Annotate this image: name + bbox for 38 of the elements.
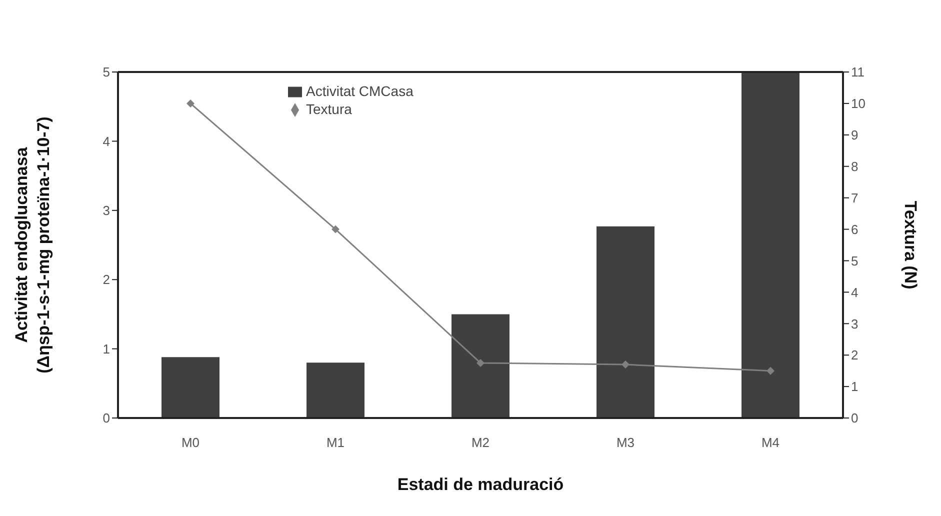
point xyxy=(186,99,194,108)
point xyxy=(622,360,630,369)
point xyxy=(766,366,774,375)
y2-tick-label: 7 xyxy=(851,190,858,206)
y-tick-label: 4 xyxy=(102,134,110,149)
point xyxy=(476,358,484,367)
x-tick-label: M4 xyxy=(761,435,780,450)
y2-tick-label: 3 xyxy=(851,316,858,332)
point xyxy=(332,225,340,234)
bar xyxy=(742,72,800,418)
y2-tick-label: 2 xyxy=(851,348,858,363)
x-tick-label: M2 xyxy=(471,435,490,450)
bar xyxy=(596,226,654,418)
legend-label: Activitat CMCasa xyxy=(306,83,414,99)
legend-label: Textura xyxy=(306,101,352,117)
y-tick-label: 3 xyxy=(102,203,110,218)
y2-tick-label: 10 xyxy=(851,96,866,112)
y-tick-label: 2 xyxy=(102,272,110,288)
bar xyxy=(162,357,220,418)
x-tick-label: M0 xyxy=(181,435,200,450)
y-tick-label: 5 xyxy=(102,64,110,80)
x-tick-label: M3 xyxy=(616,435,635,450)
y2-tick-label: 0 xyxy=(851,410,858,426)
bar xyxy=(452,314,510,418)
y2-axis-title: Textura (N) xyxy=(901,200,920,290)
y2-tick-label: 8 xyxy=(851,158,858,174)
bar xyxy=(306,362,364,418)
x-axis-title: Estadi de maduració xyxy=(397,475,564,494)
y2-tick-label: 11 xyxy=(851,64,864,80)
y2-tick-label: 9 xyxy=(851,128,858,143)
y-tick-label: 1 xyxy=(102,341,110,356)
y2-tick-label: 4 xyxy=(851,284,858,300)
y2-tick-label: 5 xyxy=(851,253,858,268)
y2-tick-label: 1 xyxy=(851,379,858,394)
y2-tick-label: 6 xyxy=(851,222,858,237)
x-tick-label: M1 xyxy=(326,435,345,450)
y-axis-title: Activitat endoglucanasa (Δηsp-1-s-1-mg proteïna-1·10-7) xyxy=(12,116,53,374)
y-tick-label: 0 xyxy=(102,410,110,426)
